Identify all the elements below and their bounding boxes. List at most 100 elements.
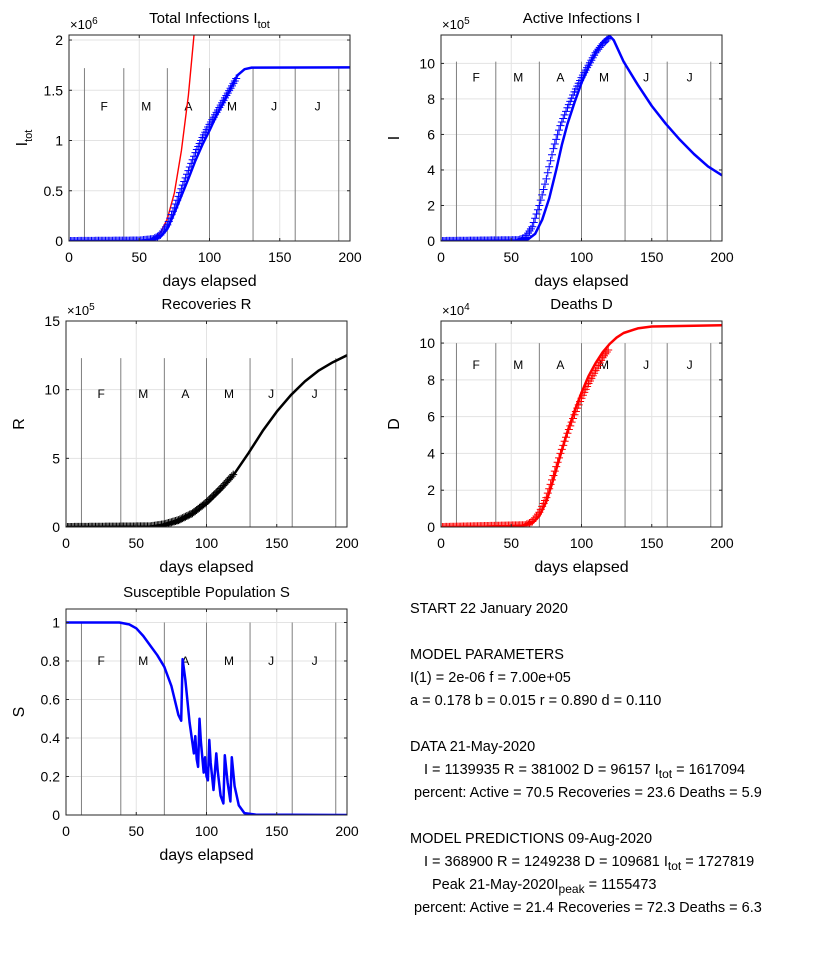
data-point xyxy=(560,437,569,446)
x-tick-label: 150 xyxy=(640,249,664,265)
x-tick-label: 0 xyxy=(62,823,70,839)
data-point xyxy=(545,162,554,171)
data-point xyxy=(532,210,541,219)
data-line-2: percent: Active = 70.5 Recoveries = 23.6… xyxy=(414,785,762,801)
chart-itot: F M A M J J 0 50 100 150 200 0 0.5 1 1.5 2 ×106 Total Inf… xyxy=(14,10,362,290)
x-axis-label: days elapsed xyxy=(159,559,253,576)
data-point xyxy=(171,200,180,209)
peak-sub: peak xyxy=(558,881,585,896)
chart-deaths: F M A M J J 0 50 100 150 200 0 2 4 6 8 10 ×104 Deaths D day… xyxy=(386,296,734,576)
y-tick-label: 2 xyxy=(55,32,63,48)
data-point xyxy=(168,207,177,216)
data-point xyxy=(547,475,556,484)
month-label: J xyxy=(643,358,649,372)
y-tick-label: 0.6 xyxy=(41,691,61,707)
y-tick-label: 0 xyxy=(427,233,435,249)
x-tick-label: 50 xyxy=(128,535,144,551)
data-point xyxy=(560,110,569,119)
data-point xyxy=(542,174,551,183)
data-point xyxy=(521,233,530,241)
month-label: F xyxy=(472,71,479,85)
month-label: J xyxy=(312,654,318,668)
data-point xyxy=(170,203,179,212)
month-label: J xyxy=(643,71,649,85)
data-point xyxy=(533,510,542,519)
x-tick-label: 200 xyxy=(710,535,734,551)
x-tick-label: 150 xyxy=(268,249,292,265)
data-point xyxy=(563,429,572,438)
data-point xyxy=(175,188,184,197)
data-point xyxy=(528,222,537,231)
data-point xyxy=(180,177,189,186)
data-point xyxy=(545,484,554,493)
month-label: F xyxy=(100,99,107,113)
data-point xyxy=(184,166,193,175)
data-point xyxy=(567,418,576,427)
data-point xyxy=(569,91,578,100)
month-label: A xyxy=(556,358,564,372)
y-axis-label: R xyxy=(11,418,28,430)
data-point xyxy=(559,441,568,450)
data-point xyxy=(549,471,558,480)
data-point xyxy=(557,118,566,127)
x-tick-label: 100 xyxy=(195,535,219,551)
x-tick-label: 200 xyxy=(335,823,359,839)
data-point xyxy=(529,218,538,227)
data-point xyxy=(159,226,168,235)
predictions-title: MODEL PREDICTIONS 09-Aug-2020 xyxy=(410,831,653,847)
data-point xyxy=(533,205,542,214)
data-point xyxy=(562,107,571,116)
data-point xyxy=(567,94,576,103)
data-point xyxy=(190,152,199,161)
data-point xyxy=(553,130,562,139)
data-point xyxy=(571,407,580,416)
x-tick-label: 50 xyxy=(503,249,519,265)
data-point xyxy=(570,410,579,419)
month-label: M xyxy=(138,654,148,668)
month-label: J xyxy=(315,99,321,113)
data-point xyxy=(550,467,559,476)
y-exponent: ×104 xyxy=(442,302,470,318)
y-tick-label: 0.4 xyxy=(41,730,61,746)
series-markers-1 xyxy=(66,470,238,527)
y-exponent-power: 5 xyxy=(89,302,95,313)
pred-line-1-b: = 1727819 xyxy=(681,854,755,870)
data-point xyxy=(524,229,533,238)
peak-b: = 1155473 xyxy=(584,877,657,893)
data-point xyxy=(547,150,556,159)
y-tick-label: 6 xyxy=(427,409,435,425)
x-tick-label: 100 xyxy=(570,535,594,551)
data-point xyxy=(566,421,575,430)
params-line-2: a = 0.178 b = 0.015 r = 0.890 d = 0.110 xyxy=(410,693,662,709)
y-tick-label: 10 xyxy=(44,382,60,398)
data-line-1: I = 1139935 R = 381002 D = 96157 Itot = … xyxy=(410,759,762,782)
month-label: M xyxy=(599,358,609,372)
y-axis-label-sub: tot xyxy=(23,130,35,142)
data-point xyxy=(564,425,573,434)
x-tick-label: 200 xyxy=(710,249,734,265)
x-axis-label: days elapsed xyxy=(534,273,628,290)
data-point xyxy=(525,227,534,236)
month-label: M xyxy=(227,99,237,113)
data-point xyxy=(546,480,555,489)
data-point xyxy=(229,470,238,479)
info-panel: START 22 January 2020 MODEL PARAMETERS I… xyxy=(410,598,762,920)
x-tick-label: 150 xyxy=(640,535,664,551)
chart-title: Active Infections I xyxy=(523,10,641,27)
data-point xyxy=(556,121,565,130)
data-point xyxy=(173,196,182,205)
data-point xyxy=(573,404,582,413)
series-markers-1 xyxy=(441,346,613,527)
y-tick-label: 4 xyxy=(427,445,435,461)
y-tick-label: 15 xyxy=(44,313,60,329)
series-markers-2 xyxy=(69,74,241,241)
series-markers-1 xyxy=(441,35,613,241)
data-point xyxy=(604,35,613,43)
chart-title: Recoveries R xyxy=(161,296,251,313)
pred-line-1-sub: tot xyxy=(667,858,682,873)
y-exponent: ×105 xyxy=(67,302,95,318)
x-tick-label: 200 xyxy=(338,249,362,265)
data-point xyxy=(550,140,559,149)
x-axis-label: days elapsed xyxy=(162,273,256,290)
